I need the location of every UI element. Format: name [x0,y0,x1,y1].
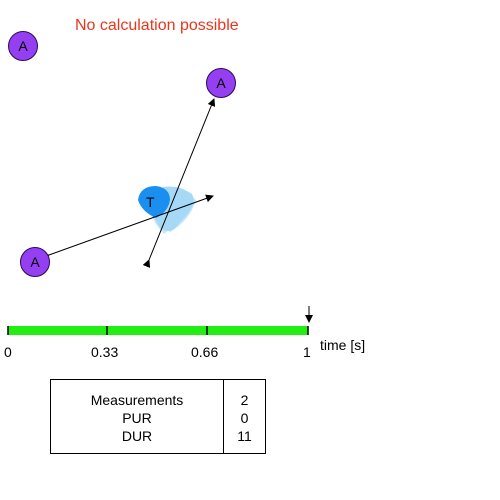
measurements-divider [223,380,224,453]
pur-label: PUR [122,410,152,426]
timeline-tick-label-3: 1 [303,344,311,360]
range-vector-lower [41,194,214,262]
timeline-tick-label-1: 0.33 [91,344,119,360]
anchor-top-left[interactable]: A [8,31,38,61]
pur-value: 0 [240,410,249,426]
range-vector-upper [142,98,216,268]
measurements-label-column: Measurements PUR DUR [51,391,223,445]
measurements-value: 2 [240,392,249,408]
timeline-axis-label: time [s] [320,337,366,353]
timeline-bar [8,326,308,335]
anchor-lower-left[interactable]: A [20,247,50,277]
tag-label: T [146,194,155,210]
measurements-table: Measurements PUR DUR 2 0 11 [50,379,266,454]
timeline-tick-label-2: 0.66 [191,344,219,360]
timeline-tick-label-0: 0 [4,344,12,360]
status-message: No calculation possible [75,17,239,34]
anchor-upper-right[interactable]: A [206,68,236,98]
dur-value: 11 [237,428,252,444]
measurements-label: Measurements [90,392,184,408]
dur-label: DUR [121,428,153,444]
measurements-value-column: 2 0 11 [224,391,265,445]
